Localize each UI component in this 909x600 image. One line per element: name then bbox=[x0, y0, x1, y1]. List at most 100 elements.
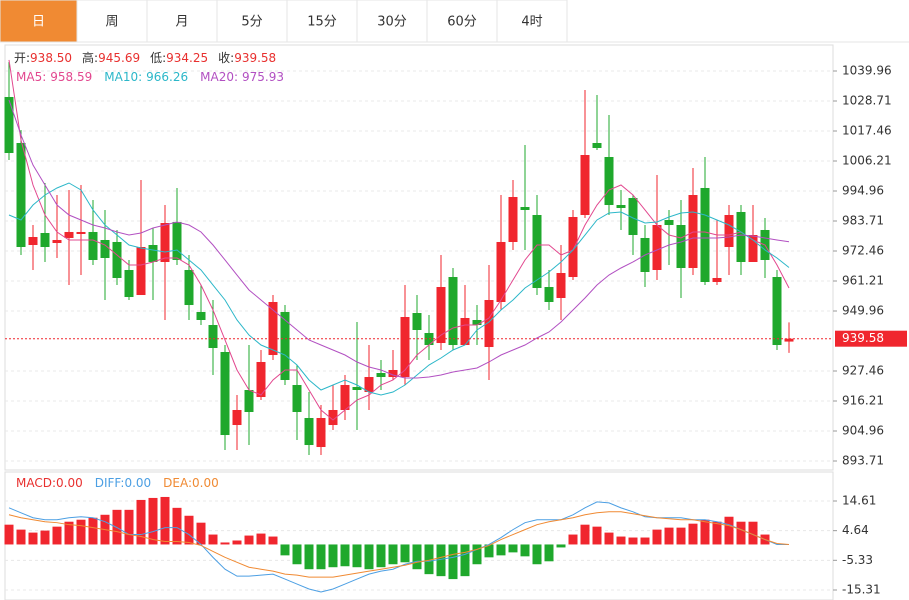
tab-label[interactable]: 日 bbox=[32, 15, 45, 30]
candle-body bbox=[376, 373, 386, 378]
last-price-box bbox=[835, 330, 907, 347]
candle-body bbox=[412, 313, 422, 330]
legend-value: 975.93 bbox=[242, 70, 284, 84]
info-name: 收: bbox=[218, 51, 234, 65]
macd-bar bbox=[448, 544, 458, 580]
y-tick-label: 949.96 bbox=[842, 304, 884, 318]
candle-body bbox=[124, 269, 134, 298]
y-tick-label: 1006.21 bbox=[842, 154, 892, 168]
candle-body bbox=[592, 143, 602, 148]
candle-body bbox=[604, 157, 614, 206]
macd-bar bbox=[208, 534, 218, 545]
candle-body bbox=[196, 311, 206, 320]
tab[interactable] bbox=[0, 0, 78, 43]
macd-bar bbox=[628, 537, 638, 545]
tab-label[interactable]: 30分 bbox=[377, 15, 407, 30]
candle-body bbox=[160, 223, 170, 262]
macd-bar bbox=[436, 544, 446, 577]
candle-body bbox=[328, 409, 338, 426]
macd-bar bbox=[388, 544, 398, 565]
candle-body bbox=[628, 197, 638, 236]
candle-body bbox=[676, 225, 686, 268]
macd-bar bbox=[352, 544, 362, 568]
tab-label[interactable]: 月 bbox=[175, 15, 188, 30]
macd-bar bbox=[268, 536, 278, 545]
tab-label[interactable]: 周 bbox=[105, 15, 118, 30]
candle-body bbox=[268, 301, 278, 356]
tab[interactable] bbox=[286, 0, 358, 43]
y-tick-label: -5.33 bbox=[842, 553, 873, 567]
candle-body bbox=[28, 237, 38, 246]
legend-value: 0.00 bbox=[192, 476, 219, 490]
macd-bar bbox=[460, 544, 470, 577]
macd-bar bbox=[664, 527, 674, 545]
macd-bar bbox=[616, 536, 626, 545]
macd-bar bbox=[292, 544, 302, 565]
candle-body bbox=[652, 225, 662, 270]
candle-body bbox=[580, 155, 590, 216]
tab-label[interactable]: 15分 bbox=[307, 15, 337, 30]
y-tick-label: 927.46 bbox=[842, 364, 884, 378]
legend-name: MA5: bbox=[16, 70, 46, 84]
candle-body bbox=[772, 277, 782, 346]
y-tick-label: 14.61 bbox=[842, 494, 876, 508]
tab-label[interactable]: 4时 bbox=[521, 15, 542, 30]
candle-body bbox=[64, 231, 74, 238]
macd-bar bbox=[28, 532, 38, 545]
macd-bar bbox=[136, 499, 146, 545]
macd-bar bbox=[88, 517, 98, 545]
candle-body bbox=[544, 287, 554, 302]
macd-bar bbox=[604, 532, 614, 545]
macd-bar bbox=[364, 544, 374, 570]
macd-bar bbox=[592, 526, 602, 545]
y-tick-label: 893.71 bbox=[842, 454, 884, 468]
y-tick-label: 1028.71 bbox=[842, 94, 892, 108]
candle-body bbox=[472, 319, 482, 326]
macd-bar bbox=[676, 527, 686, 545]
legend-name: MA20: bbox=[200, 70, 238, 84]
macd-bar bbox=[484, 544, 494, 558]
legend-name: MA10: bbox=[104, 70, 142, 84]
macd-bar bbox=[472, 544, 482, 565]
macd-bar bbox=[412, 544, 422, 570]
candle-body bbox=[784, 338, 794, 342]
tab[interactable] bbox=[146, 0, 218, 43]
ma-legend: MA5: 958.59 MA10: 966.26 MA20: 975.93 bbox=[16, 70, 284, 84]
candle-body bbox=[232, 409, 242, 426]
ma-line bbox=[8, 59, 790, 421]
macd-bar bbox=[304, 544, 314, 570]
ma-line bbox=[8, 99, 790, 379]
candle-body bbox=[40, 233, 50, 248]
y-tick-label: 904.96 bbox=[842, 424, 884, 438]
candle-body bbox=[340, 385, 350, 410]
candle-body bbox=[616, 205, 626, 208]
candle-body bbox=[484, 299, 494, 348]
macd-bar bbox=[724, 516, 734, 545]
macd-bar bbox=[688, 523, 698, 545]
macd-bar bbox=[328, 544, 338, 568]
tab-label[interactable]: 5分 bbox=[241, 15, 262, 30]
candle-body bbox=[712, 277, 722, 282]
tab-label[interactable]: 60分 bbox=[447, 15, 477, 30]
info-value: 945.69 bbox=[98, 51, 140, 65]
candle-body bbox=[88, 231, 98, 260]
candle-body bbox=[748, 235, 758, 262]
candle-body bbox=[100, 239, 110, 258]
macd-bar bbox=[52, 526, 62, 545]
candle-body bbox=[172, 221, 182, 260]
legend-value: 958.59 bbox=[50, 70, 92, 84]
macd-bar bbox=[496, 544, 506, 556]
candle-body bbox=[256, 361, 266, 398]
macd-bar bbox=[184, 515, 194, 545]
macd-bar bbox=[748, 521, 758, 545]
macd-bar bbox=[4, 524, 14, 545]
y-tick-label: 994.96 bbox=[842, 184, 884, 198]
candle-body bbox=[556, 273, 566, 298]
candle-body bbox=[448, 277, 458, 346]
macd-bar bbox=[172, 507, 182, 545]
tab[interactable] bbox=[496, 0, 568, 43]
macd-bar bbox=[376, 544, 386, 568]
macd-bar bbox=[16, 529, 26, 545]
candle-body bbox=[388, 369, 398, 378]
candle-body bbox=[304, 417, 314, 446]
